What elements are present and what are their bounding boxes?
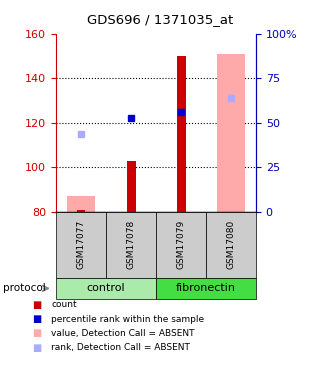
Text: ■: ■ (32, 343, 41, 352)
Text: rank, Detection Call = ABSENT: rank, Detection Call = ABSENT (51, 343, 190, 352)
Text: protocol: protocol (3, 284, 46, 293)
Text: ■: ■ (32, 300, 41, 310)
Bar (126, 160, 135, 212)
Text: ■: ■ (32, 314, 41, 324)
Text: ■: ■ (32, 328, 41, 338)
Text: count: count (51, 300, 77, 309)
Text: percentile rank within the sample: percentile rank within the sample (51, 315, 204, 324)
Text: value, Detection Call = ABSENT: value, Detection Call = ABSENT (51, 329, 195, 338)
Text: GSM17079: GSM17079 (177, 220, 186, 269)
Text: control: control (87, 284, 125, 293)
Text: GSM17077: GSM17077 (76, 220, 85, 269)
Text: GSM17080: GSM17080 (227, 220, 236, 269)
Bar (67, 196, 95, 212)
Text: GSM17078: GSM17078 (126, 220, 135, 269)
Text: fibronectin: fibronectin (176, 284, 236, 293)
Bar (217, 54, 245, 212)
Bar (76, 210, 85, 212)
Bar (177, 56, 186, 212)
Text: GDS696 / 1371035_at: GDS696 / 1371035_at (87, 13, 233, 26)
